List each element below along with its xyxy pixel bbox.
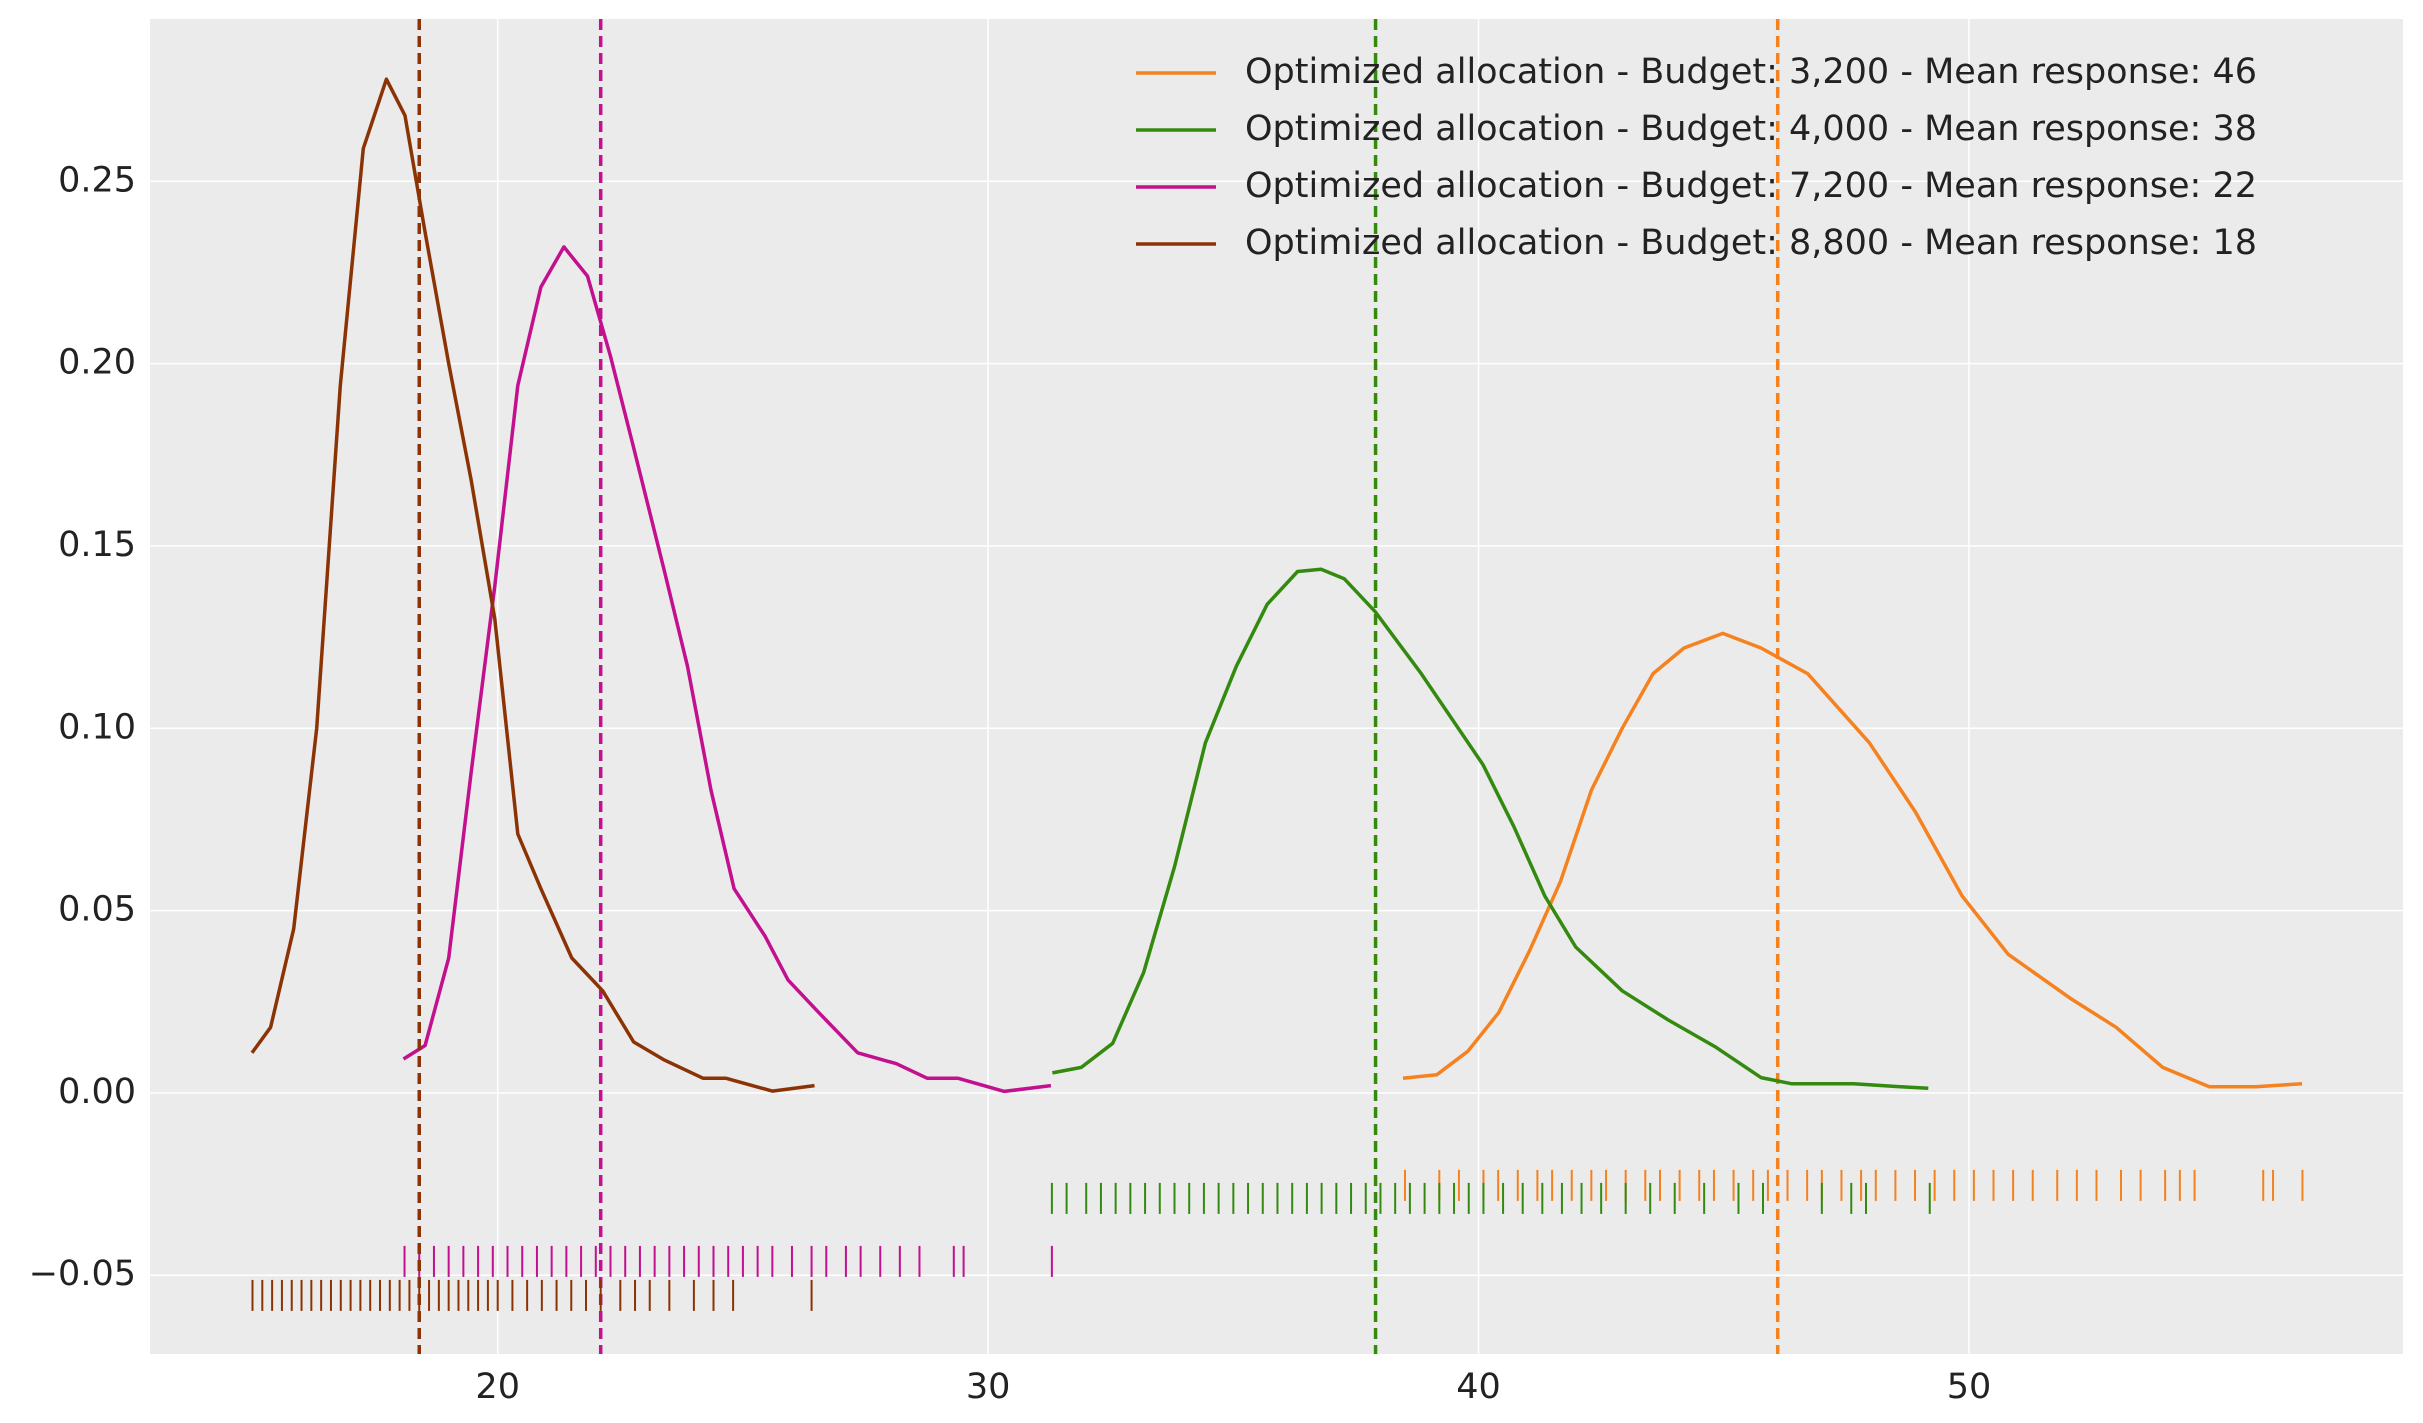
x-tick-label: 20 [475, 1367, 520, 1407]
density-curve [1052, 567, 1929, 1090]
x-tick-label: 40 [1456, 1367, 1501, 1407]
y-tick-label: −0.05 [29, 1254, 136, 1294]
y-tick-label: 0.10 [58, 707, 136, 747]
y-tick-label: 0.20 [58, 343, 136, 383]
plot-area [150, 19, 2403, 1354]
legend-label: Optimized allocation - Budget: 8,800 - M… [1245, 223, 2257, 263]
legend-label: Optimized allocation - Budget: 7,200 - M… [1245, 166, 2257, 206]
legend-label: Optimized allocation - Budget: 3,200 - M… [1245, 52, 2257, 92]
density-curve [250, 77, 815, 1093]
density-curve [1402, 631, 2303, 1089]
density-curve [402, 245, 1052, 1094]
y-tick-label: 0.05 [58, 890, 136, 930]
y-tick-label: 0.25 [58, 160, 136, 200]
y-tick-label: 0.15 [58, 525, 136, 565]
legend-label: Optimized allocation - Budget: 4,000 - M… [1245, 109, 2257, 149]
x-tick-label: 30 [966, 1367, 1011, 1407]
y-tick-label: 0.00 [58, 1072, 136, 1112]
x-tick-label: 50 [1947, 1367, 1992, 1407]
